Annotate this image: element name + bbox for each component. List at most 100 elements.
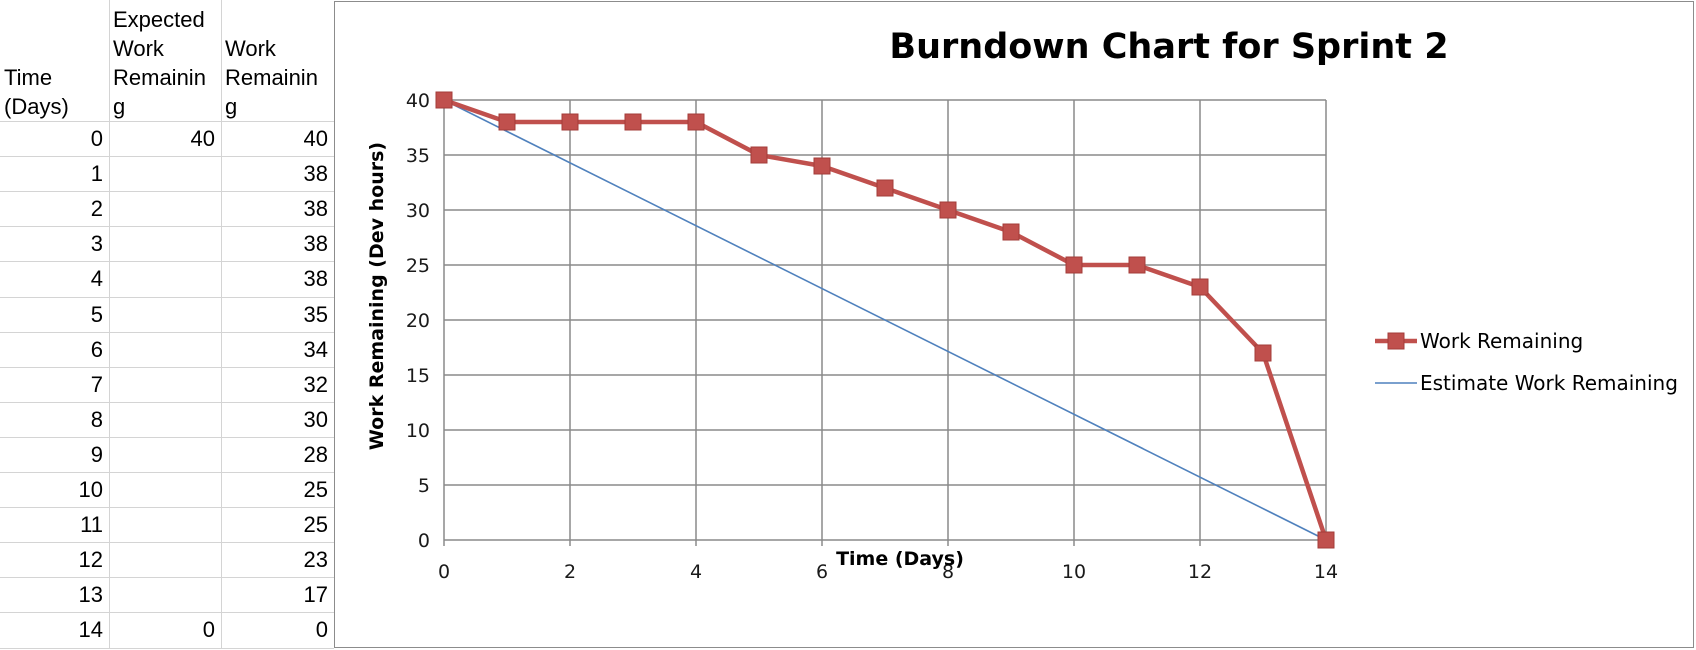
y-tick-label: 40 (406, 90, 430, 112)
y-tick-label: 0 (418, 530, 430, 552)
work-remaining-point (561, 113, 579, 131)
x-tick-label: 0 (438, 561, 450, 583)
table-cell[interactable]: 2 (90, 196, 103, 222)
legend-label-work-remaining: Work Remaining (1420, 329, 1583, 353)
y-tick-label: 20 (406, 310, 430, 332)
table-cell[interactable]: 38 (303, 161, 328, 187)
row-gridline (0, 367, 334, 368)
table-cell[interactable]: 38 (303, 231, 328, 257)
table-cell[interactable]: 25 (303, 477, 328, 502)
table-cell[interactable] (109, 264, 221, 299)
work-remaining-point (1128, 256, 1146, 274)
row-gridline (0, 156, 334, 157)
table-cell[interactable]: 6 (90, 336, 103, 362)
x-tick-label: 2 (564, 561, 576, 583)
row-gridline (0, 472, 334, 473)
row-gridline (0, 437, 334, 438)
table-cell[interactable]: 13 (78, 582, 103, 608)
burndown-chart: Burndown Chart for Sprint 2 051015202530… (366, 27, 1678, 583)
work-remaining-point (876, 179, 894, 197)
table-cell[interactable]: 9 (90, 441, 103, 467)
row-gridline (0, 577, 334, 578)
table-cell[interactable]: 40 (190, 126, 215, 151)
work-remaining-point (1254, 344, 1272, 362)
x-tick-label: 12 (1188, 561, 1212, 583)
table-cell[interactable]: 7 (90, 371, 103, 397)
table-cell[interactable]: 35 (303, 301, 328, 327)
column-gridline (221, 0, 222, 649)
table-cell[interactable] (109, 475, 221, 510)
table-cell[interactable]: 14 (78, 617, 103, 643)
work-remaining-point (939, 201, 957, 219)
table-cell[interactable]: 30 (303, 406, 328, 432)
estimate-work-remaining-line (443, 99, 1327, 541)
y-tick-label: 10 (406, 420, 430, 442)
work-remaining-point (813, 157, 831, 175)
y-tick-label: 30 (406, 200, 430, 222)
table-cell[interactable]: 38 (303, 196, 328, 222)
work-remaining-point (1317, 531, 1335, 549)
table-cell[interactable]: 11 (80, 512, 103, 538)
table-cell[interactable] (109, 405, 221, 440)
chart-title: Burndown Chart for Sprint 2 (889, 27, 1448, 67)
work-remaining-point (624, 113, 642, 131)
work-remaining-point (1065, 256, 1083, 274)
x-tick-label: 10 (1062, 561, 1086, 583)
legend-label-estimate: Estimate Work Remaining (1420, 371, 1678, 395)
row-gridline (0, 332, 334, 333)
table-cell[interactable]: 23 (303, 547, 328, 573)
table-cell[interactable]: 40 (303, 126, 328, 151)
x-axis-title: Time (Days) (836, 548, 964, 570)
work-remaining-point (435, 91, 453, 109)
y-axis-title: Work Remaining (Dev hours) (366, 142, 388, 450)
table-cell[interactable]: 4 (90, 266, 103, 292)
row-gridline (0, 121, 334, 122)
table-cell[interactable]: 8 (90, 406, 103, 432)
table-cell[interactable]: 10 (78, 477, 103, 502)
table-cell[interactable]: 32 (303, 371, 328, 397)
table-cell[interactable]: 0 (315, 617, 328, 643)
row-gridline (0, 261, 334, 262)
row-gridline (0, 191, 334, 192)
row-gridline (0, 297, 334, 298)
y-tick-label: 15 (406, 365, 430, 387)
work-remaining-point (687, 113, 705, 131)
table-cell[interactable] (109, 580, 221, 615)
table-cell[interactable] (109, 229, 221, 264)
table-cell[interactable]: 38 (303, 266, 328, 292)
table-cell[interactable]: 25 (303, 512, 328, 538)
table-cell[interactable]: 28 (303, 441, 328, 467)
table-cell[interactable]: 12 (78, 547, 103, 573)
table-cell[interactable]: 17 (303, 582, 328, 608)
work-remaining-point (498, 113, 516, 131)
table-cell[interactable] (109, 440, 221, 475)
x-tick-label: 6 (816, 561, 828, 583)
table-cell[interactable] (109, 370, 221, 405)
table-cell[interactable] (109, 159, 221, 194)
chart-gridlines (443, 99, 1327, 546)
table-cell[interactable]: 0 (202, 617, 215, 643)
table-header-cell[interactable]: Time (Days) (4, 65, 69, 119)
table-cell[interactable] (109, 194, 221, 229)
table-cell[interactable] (109, 510, 221, 545)
work-remaining-point (750, 146, 768, 164)
table-cell[interactable] (109, 300, 221, 335)
y-tick-label: 25 (406, 255, 430, 277)
table-cell[interactable]: 34 (303, 336, 328, 362)
row-gridline (0, 542, 334, 543)
table-cell[interactable]: 1 (90, 161, 103, 187)
work-remaining-point (1191, 278, 1209, 296)
table-cell[interactable]: 5 (90, 301, 103, 327)
table-header-cell[interactable]: Expected Work Remainin g (113, 7, 206, 119)
table-cell[interactable] (109, 545, 221, 580)
chart-legend: Work Remaining Estimate Work Remaining (1375, 329, 1678, 395)
work-remaining-point (1002, 223, 1020, 241)
row-gridline (0, 507, 334, 508)
table-cell[interactable]: 3 (90, 231, 103, 257)
table-header-cell[interactable]: Work Remainin g (225, 36, 318, 119)
table-cell[interactable]: 0 (90, 126, 103, 151)
chart-area[interactable]: Burndown Chart for Sprint 2 0 5 10 15 20 25 30… (334, 1, 1694, 648)
chart-series (435, 91, 1335, 549)
y-tick-label: 5 (418, 475, 430, 497)
table-cell[interactable] (109, 335, 221, 370)
